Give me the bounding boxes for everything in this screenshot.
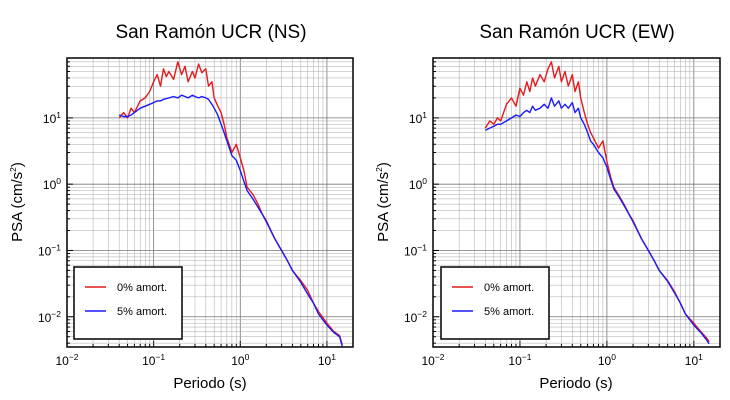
- chart-title: San Ramón UCR (NS): [115, 22, 306, 43]
- y-axis-label-close: ): [9, 162, 26, 167]
- series-line-1: [484, 97, 710, 345]
- y-tick-label: 10−2: [38, 309, 61, 325]
- x-tick-label: 10−2: [55, 352, 78, 368]
- y-tick-label: 10−1: [38, 242, 61, 258]
- x-tick-label: 10−1: [142, 352, 165, 368]
- y-axis-label-sup: 2: [8, 167, 18, 172]
- x-axis-label: Periodo (s): [173, 375, 246, 392]
- y-tick-label: 101: [43, 110, 61, 126]
- tick-labels: 10−2 10−1 100 101 10−2 10−1 100 101: [404, 110, 703, 368]
- x-tick-label: 10−1: [508, 352, 531, 368]
- tick-labels: 10−2 10−1 100 101 10−2 10−1 100 101: [38, 110, 336, 368]
- y-axis-label-close: ): [375, 162, 392, 167]
- legend: 0% amort. 5% amort.: [73, 266, 183, 340]
- legend-box: [440, 266, 550, 340]
- plot-frame: [432, 57, 721, 348]
- series-line-1: [118, 94, 343, 347]
- x-tick-label: 101: [685, 352, 703, 368]
- chart-ns: San Ramón UCR (NS) 10−2 10−1 100 10110−210−…: [8, 22, 354, 392]
- chart-title: San Ramón UCR (EW): [479, 22, 674, 43]
- y-tick-label: 100: [409, 176, 427, 192]
- legend-label-0: 0% amort.: [117, 282, 167, 294]
- x-tick-label: 100: [598, 352, 616, 368]
- legend: 0% amort. 5% amort.: [440, 266, 550, 340]
- legend-label-1: 5% amort.: [117, 306, 167, 318]
- y-axis-label-sup: 2: [374, 167, 384, 172]
- legend-box: [73, 266, 183, 340]
- plot-frame: [66, 57, 354, 348]
- x-tick-label: 10−2: [421, 352, 444, 368]
- x-axis-label: Periodo (s): [539, 375, 612, 392]
- legend-label-1: 5% amort.: [484, 306, 534, 318]
- x-tick-label: 101: [318, 352, 336, 368]
- y-tick-label: 101: [409, 110, 427, 126]
- series-lines: [484, 61, 710, 345]
- y-axis-label-main: PSA (cm/s: [9, 172, 26, 242]
- series-lines: [118, 61, 343, 347]
- y-tick-label: 10−2: [404, 309, 427, 325]
- x-tick-label: 100: [231, 352, 249, 368]
- chart-ew: San Ramón UCR (EW) 10−2 10−1 100 10110−210−…: [374, 22, 721, 392]
- y-tick-label: 100: [43, 176, 61, 192]
- y-axis-label: PSA (cm/s2): [8, 162, 26, 242]
- legend-label-0: 0% amort.: [484, 282, 534, 294]
- y-axis-label-main: PSA (cm/s: [375, 172, 392, 242]
- y-tick-label: 10−1: [404, 242, 427, 258]
- y-axis-label: PSA (cm/s2): [374, 162, 392, 242]
